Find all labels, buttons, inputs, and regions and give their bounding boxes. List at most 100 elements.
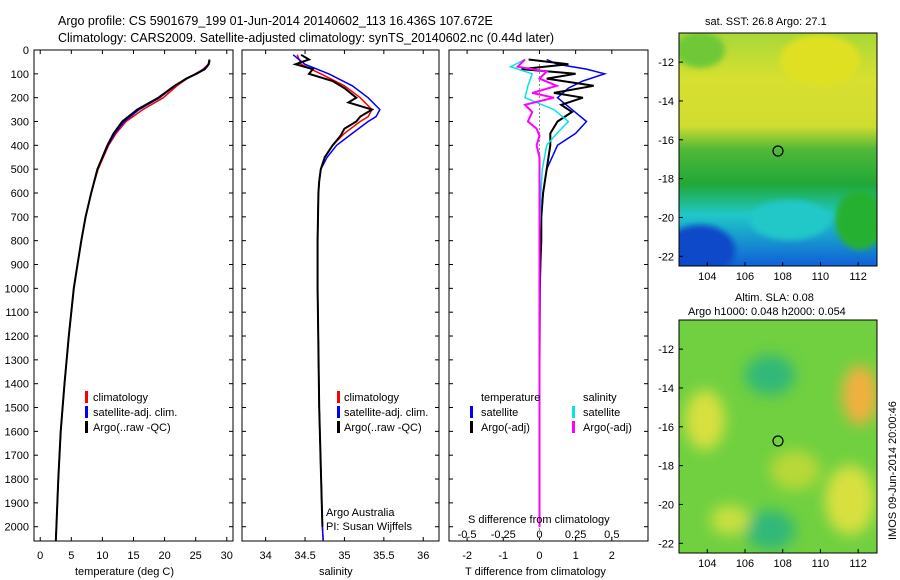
map-x-tick-label: 108 (774, 558, 792, 570)
sla-map-frame (678, 319, 878, 554)
legend-swatch-argo (85, 421, 88, 433)
x-tick-label: 10 (96, 550, 108, 562)
salinity-axes: 34 34.5 35 35.5 36 (242, 49, 439, 562)
series-line-argo-raw-qc- (54, 59, 211, 542)
legend-label-t-argo: Argo(-adj) (481, 422, 530, 434)
map-y-tick-label: -14 (658, 383, 674, 395)
legend-swatch-t-satellite (470, 406, 473, 418)
series-line-t-satellite (538, 58, 608, 527)
depth-tick-label: 800 (11, 236, 29, 248)
sla-low-patch (745, 355, 795, 395)
salinity-lines (292, 53, 381, 542)
header-line1: Argo profile: CS 5901679_199 01-Jun-2014… (58, 14, 493, 28)
sst-coldest-patch (679, 225, 735, 266)
legend-label-t-satellite: satellite (481, 407, 518, 419)
x-tick-label: 15 (127, 550, 139, 562)
sst-warm-patch (780, 35, 860, 85)
difference-lines (508, 58, 608, 527)
x2-tick-label: -0.5 (458, 529, 477, 541)
depth-tick-label: 300 (11, 117, 29, 129)
salinity-legend: climatology satellite-adj. clim. Argo(..… (337, 391, 428, 434)
map-y-tick-label: -12 (658, 57, 674, 69)
sla-low-patch (745, 510, 795, 550)
difference-xlabel: T difference from climatology (465, 566, 606, 578)
legend-label-s-satellite: satellite (583, 407, 620, 419)
x-tick-label: 5 (68, 550, 74, 562)
sst-map-title: sat. SST: 26.8 Argo: 27.1 (705, 16, 827, 28)
credit-line1: Argo Australia (326, 507, 395, 519)
legend-head-salinity: salinity (583, 392, 617, 404)
sst-argo-marker (772, 145, 784, 157)
x-tick-label: 20 (158, 550, 170, 562)
legend-swatch-s-satellite (572, 406, 575, 418)
series-line-argo-raw-qc- (292, 53, 375, 527)
depth-tick-label: 500 (11, 164, 29, 176)
map-x-tick-label: 110 (812, 271, 830, 283)
legend-label-climatology: climatology (344, 392, 400, 404)
sst-map: sat. SST: 26.8 Argo: 27.1 104 106 108 110 11… (658, 16, 878, 283)
map-y-tick-label: -20 (658, 499, 674, 511)
x-tick-label: 35 (338, 550, 350, 562)
depth-tick-label: 100 (11, 69, 29, 81)
difference-x2label: S difference from climatology (468, 514, 610, 526)
sla-high-patch (825, 465, 875, 535)
x2-tick-label: 0 (536, 529, 542, 541)
map-x-tick-label: 110 (812, 558, 830, 570)
depth-tick-label: 1700 (5, 450, 29, 462)
sla-high-patch (685, 390, 725, 450)
depth-tick-label: 700 (11, 212, 29, 224)
x-tick-label: 36 (417, 550, 429, 562)
timestamp: IMOS 09-Jun-2014 20:00:46 (887, 401, 899, 540)
x-tick-label: -1 (498, 550, 508, 562)
map-x-tick-label: 106 (736, 271, 754, 283)
sla-mid-patch (770, 450, 820, 490)
difference-legend: temperature salinity satellite Argo(-adj… (470, 392, 632, 434)
series-line-satellite-adj-clim- (292, 54, 381, 542)
sst-cold-patch (750, 200, 830, 240)
sla-argo-marker (772, 435, 784, 447)
map-y-tick-label: -12 (658, 344, 674, 356)
legend-swatch-t-argo (470, 421, 473, 433)
x2-tick-label: 0.25 (565, 529, 586, 541)
depth-tick-label: 200 (11, 93, 29, 105)
depth-tick-label: 900 (11, 260, 29, 272)
temperature-legend: climatology satellite-adj. clim. Argo(..… (85, 391, 177, 434)
legend-label-argo: Argo(..raw -QC) (344, 422, 422, 434)
difference-axes: -2 -1 0 1 2 -0.5 -0.25 0 0.25 0.5 (449, 49, 648, 562)
sst-map-axes: 104 106 108 110 112 -12 -14 -16 -18 -20 -22 (658, 57, 867, 283)
x-tick-label: 25 (190, 550, 202, 562)
x-tick-label: 0 (37, 550, 43, 562)
map-x-tick-label: 106 (736, 558, 754, 570)
x2-tick-label: 0.5 (604, 529, 619, 541)
depth-tick-label: 1000 (5, 283, 29, 295)
salinity-panel-frame (241, 49, 440, 542)
legend-swatch-climatology (85, 391, 88, 403)
legend-swatch-s-argo (572, 421, 575, 433)
map-x-tick-label: 104 (698, 558, 716, 570)
map-x-tick-label: 108 (774, 271, 792, 283)
legend-swatch-satellite (85, 406, 88, 418)
x-tick-label: 30 (221, 550, 233, 562)
map-y-tick-label: -22 (658, 538, 674, 550)
sla-map-axes: 104 106 108 110 112 -12 -14 -16 -18 -20 -22 (658, 344, 867, 570)
legend-swatch-climatology (337, 391, 340, 403)
map-y-tick-label: -14 (658, 96, 674, 108)
temperature-panel-frame (33, 49, 234, 542)
sst-map-frame (678, 32, 878, 267)
depth-tick-label: 1600 (5, 426, 29, 438)
depth-tick-label: 1100 (5, 307, 29, 319)
map-y-tick-label: -18 (658, 461, 674, 473)
map-y-tick-label: -22 (658, 251, 674, 263)
legend-label-climatology: climatology (93, 392, 149, 404)
series-line-t-argo-adj- (521, 58, 594, 527)
legend-label-s-argo: Argo(-adj) (583, 422, 632, 434)
legend-swatch-argo (337, 421, 340, 433)
sla-high-patch (842, 365, 877, 425)
map-y-tick-label: -20 (658, 212, 674, 224)
sst-cool-patch (679, 33, 725, 68)
depth-tick-label: 1200 (5, 331, 29, 343)
x-tick-label: 0 (536, 550, 542, 562)
depth-tick-label: 600 (11, 188, 29, 200)
legend-label-satellite: satellite-adj. clim. (344, 407, 428, 419)
depth-tick-label: 400 (11, 140, 29, 152)
